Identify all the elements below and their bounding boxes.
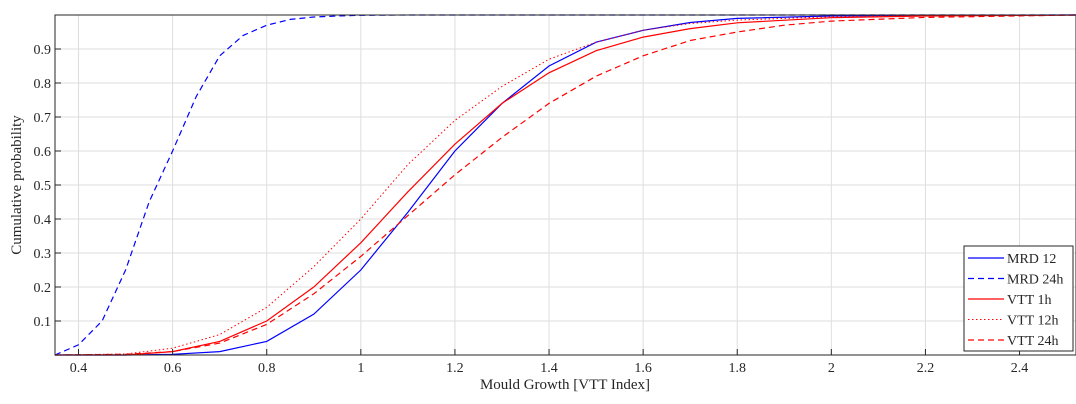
legend-label-vtt-12h: VTT 12h <box>1007 314 1058 329</box>
legend: MRD 12 MRD 24h VTT 1h VTT 12h VTT 24h <box>963 245 1074 352</box>
x-tick-label: 2.2 <box>917 361 935 376</box>
series-line-mrd-24h <box>54 14 1076 356</box>
series-line-vtt-24h <box>54 14 1076 356</box>
legend-label-mrd-12: MRD 12 <box>1007 252 1056 267</box>
x-tick-label: 0.8 <box>258 361 276 376</box>
x-tick-label: 1 <box>357 361 364 376</box>
x-tick-label: 1.2 <box>446 361 464 376</box>
legend-label-vtt-1h: VTT 1h <box>1007 293 1051 308</box>
series-line-vtt-12h <box>54 14 1076 356</box>
x-tick-label: 0.6 <box>164 361 182 376</box>
y-axis-label: Cumulative probability <box>9 115 25 255</box>
y-tick-label: 0.1 <box>34 315 52 330</box>
x-tick-label: 2.4 <box>1011 361 1029 376</box>
series-line-vtt-1h <box>55 14 1076 356</box>
x-tick-label: 1.8 <box>728 361 746 376</box>
series-lines <box>54 14 1076 356</box>
x-tick-label: 1.6 <box>634 361 652 376</box>
y-tick-label: 0.5 <box>34 179 52 194</box>
legend-label-vtt-24h: VTT 24h <box>1007 334 1058 349</box>
x-tick-label: 1.4 <box>540 361 558 376</box>
x-tick-label: 2 <box>828 361 835 376</box>
y-tick-label: 0.3 <box>34 247 52 262</box>
y-tick-label: 0.4 <box>34 213 52 228</box>
x-axis-label: Mould Growth [VTT Index] <box>480 377 650 393</box>
series-line-mrd-12 <box>55 14 1076 356</box>
axis-ticks: 0.4 0.6 0.8 1 1.2 1.4 1.6 1.8 2 2.2 2.4 0.1 0.2 0.3 0.… <box>34 43 1029 376</box>
y-tick-label: 0.7 <box>34 111 52 126</box>
x-tick-label: 0.4 <box>70 361 88 376</box>
grid <box>55 15 1076 355</box>
y-tick-label: 0.2 <box>34 281 52 296</box>
y-tick-label: 0.6 <box>34 145 52 160</box>
y-tick-label: 0.8 <box>34 77 52 92</box>
y-tick-label: 0.9 <box>34 43 52 58</box>
legend-label-mrd-24h: MRD 24h <box>1007 273 1063 288</box>
